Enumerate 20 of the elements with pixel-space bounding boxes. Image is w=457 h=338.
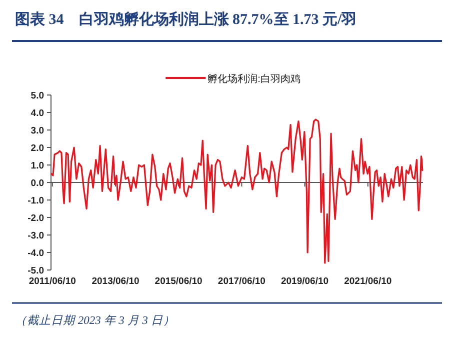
- chart-title: 图表 34 白羽鸡孵化场利润上涨 87.7%至 1.73 元/羽: [15, 10, 357, 28]
- y-tick-label: 2.0: [30, 143, 44, 154]
- y-tick-label: -2.0: [28, 213, 44, 224]
- y-tick-label: 4.0: [30, 108, 44, 119]
- legend-label: 孵化场利润:白羽肉鸡: [208, 73, 300, 85]
- y-tick-label: -4.0: [28, 248, 44, 259]
- x-tick-label: 2017/06/10: [218, 276, 266, 287]
- y-tick-label: -5.0: [28, 266, 44, 276]
- x-tick-label: 2021/06/10: [344, 276, 392, 287]
- x-tick-label: 2015/06/10: [154, 276, 202, 287]
- y-tick-label: -1.0: [28, 196, 44, 206]
- x-tick-label: 2019/06/10: [280, 276, 329, 287]
- x-tick-label: 2011/06/10: [28, 276, 76, 287]
- x-tick-label: 2013/06/10: [92, 276, 140, 287]
- y-tick-label: 3.0: [30, 126, 44, 136]
- y-tick-label: 1.0: [30, 160, 44, 172]
- text: （截止日期 2023 年 3 月 3 日）: [15, 314, 175, 327]
- y-tick-label: -3.0: [28, 230, 44, 242]
- y-tick-label: 5.0: [30, 90, 44, 102]
- y-tick-label: 0.0: [30, 178, 44, 189]
